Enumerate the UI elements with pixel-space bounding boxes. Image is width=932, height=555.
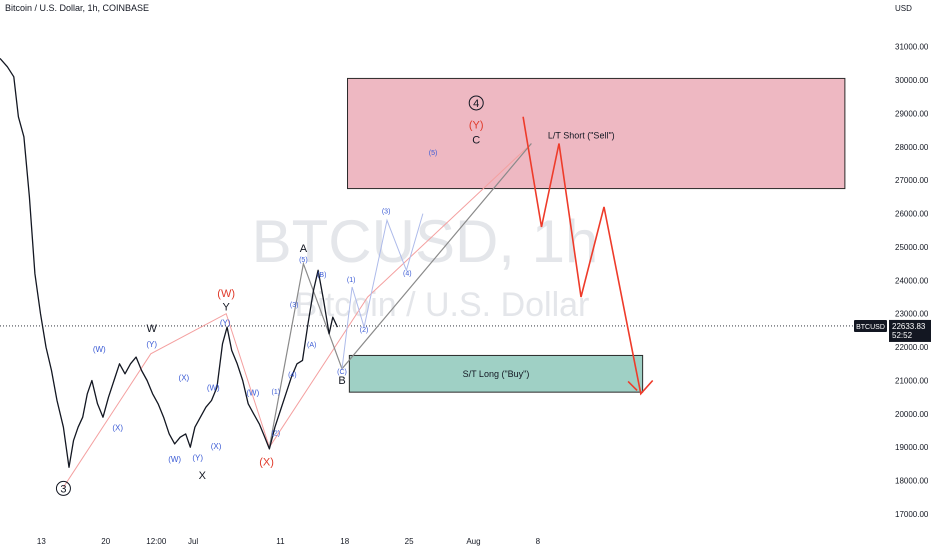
wave-label-11: (W) <box>93 345 106 354</box>
wave-label-19: (Y) <box>220 318 231 327</box>
wave-label-10: 4 <box>473 98 479 110</box>
watermark-name: Bitcoin / U.S. Dollar <box>295 286 590 324</box>
y-tick-label: 17000.00 <box>895 510 929 519</box>
y-tick-label: 31000.00 <box>895 43 929 52</box>
y-tick-label: 30000.00 <box>895 76 929 85</box>
y-tick-label: 24000.00 <box>895 276 929 285</box>
price-series-line <box>0 57 338 468</box>
x-tick-label: 18 <box>340 537 349 546</box>
forecast-path <box>522 116 654 396</box>
y-tick-label: 27000.00 <box>895 176 929 185</box>
chart-header-title: Bitcoin / U.S. Dollar, 1h, COINBASE <box>5 3 150 13</box>
x-tick-label: 12:00 <box>146 537 167 546</box>
short-zone-label: L/T Short ("Sell") <box>548 130 615 140</box>
wave-label-9: (Y) <box>469 119 484 131</box>
wave-label-5: (X) <box>259 457 274 469</box>
short-zone[interactable] <box>347 77 846 190</box>
symbol-badge <box>854 319 887 332</box>
x-tick-label: 20 <box>101 537 110 546</box>
long-zone-label: S/T Long ("Buy") <box>463 369 530 379</box>
last-price-badge <box>889 319 931 342</box>
wave-label-12: (Y) <box>146 340 157 349</box>
y-tick-label: 23000.00 <box>895 310 929 319</box>
wave-label-20: (W) <box>246 388 259 397</box>
y-tick-label: 29000.00 <box>895 109 929 118</box>
x-tick-label: Aug <box>466 537 480 546</box>
y-tick-label: 26000.00 <box>895 210 929 219</box>
wave-label-8: C <box>472 135 480 147</box>
wave-label-33: (5) <box>429 150 438 157</box>
wave-label-29: (1) <box>347 277 356 284</box>
x-tick-label: 11 <box>276 537 285 546</box>
wave-label-27: (B) <box>317 272 326 279</box>
wave-label-18: (W) <box>207 383 220 392</box>
wave-label-7: B <box>338 375 345 387</box>
wave-label-17: (X) <box>211 442 222 451</box>
wave-label-28: (C) <box>337 369 347 376</box>
wave-label-0: 3 <box>60 483 66 495</box>
y-tick-label: 20000.00 <box>895 410 929 419</box>
wave-label-16: (Y) <box>192 454 203 463</box>
bar-countdown: 52:52 <box>892 331 913 340</box>
wave-label-22: (2) <box>272 431 281 438</box>
wave-label-30: (2) <box>360 327 369 334</box>
long-zone[interactable] <box>348 354 644 393</box>
y-tick-label: 25000.00 <box>895 243 929 252</box>
wave-label-2: X <box>199 470 207 482</box>
x-tick-label: 25 <box>405 537 414 546</box>
y-tick-label: 21000.00 <box>895 376 929 385</box>
wxy-wave-line <box>62 143 532 488</box>
wave-label-14: (X) <box>179 373 190 382</box>
forecast-arrowhead <box>627 380 638 392</box>
wave-label-circle <box>468 95 484 111</box>
wave-label-circle <box>55 480 71 496</box>
wave-label-25: (5) <box>299 257 308 264</box>
price-axis-currency: USD <box>895 4 912 13</box>
x-tick-label: 13 <box>37 537 46 546</box>
wave-label-23: (3) <box>290 302 299 309</box>
wave-label-31: (3) <box>382 209 391 216</box>
wave-label-1: W <box>146 323 157 335</box>
wave-label-4: (W) <box>217 288 235 300</box>
wave-label-15: (W) <box>168 455 181 464</box>
wave-label-21: (1) <box>272 389 281 396</box>
abc-wave-line <box>268 143 532 448</box>
wave-label-26: (A) <box>307 342 316 349</box>
wave-label-6: A <box>300 243 308 255</box>
wave-label-13: (X) <box>112 424 123 433</box>
last-price-value: 22633.83 <box>892 322 926 331</box>
x-tick-label: Jul <box>188 537 198 546</box>
y-tick-label: 28000.00 <box>895 143 929 152</box>
wave-label-3: Y <box>222 301 230 313</box>
y-tick-label: 18000.00 <box>895 477 929 486</box>
symbol-badge-text: BTCUSD <box>856 324 885 331</box>
subwave-line <box>341 213 424 369</box>
wave-label-24: (4) <box>288 372 297 379</box>
y-tick-label: 19000.00 <box>895 443 929 452</box>
x-tick-label: 8 <box>536 537 541 546</box>
y-tick-label: 22000.00 <box>895 343 929 352</box>
wave-label-32: (4) <box>403 270 412 277</box>
